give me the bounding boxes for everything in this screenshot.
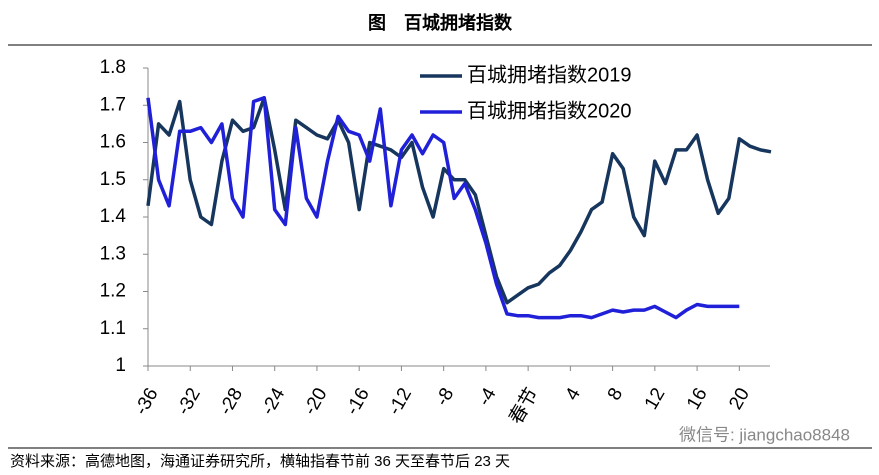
x-tick-label: -8 (432, 385, 459, 410)
y-tick-label: 1.2 (100, 281, 126, 302)
y-tick-label: 1.4 (100, 206, 127, 227)
series-line (146, 96, 772, 305)
y-tick-label: 1.7 (100, 94, 126, 115)
series-line (146, 96, 740, 320)
x-tick-label: 16 (683, 385, 712, 414)
x-tick-label: -32 (173, 385, 205, 419)
x-tick-label: 春节 (505, 384, 543, 428)
x-tick-label: 8 (604, 385, 627, 405)
y-tick-label: 1.8 (100, 57, 126, 78)
x-tick-label: -16 (342, 385, 374, 419)
x-tick-label: 4 (562, 384, 586, 404)
y-tick-label: 1 (115, 355, 126, 376)
x-tick-label: -28 (215, 385, 247, 419)
y-tick-label: 1.3 (100, 243, 126, 264)
x-tick-label: 20 (725, 385, 754, 414)
x-tick-label: -24 (257, 384, 289, 419)
legend-label: 百城拥堵指数2019 (467, 63, 632, 86)
y-tick-label: 1.6 (100, 132, 126, 153)
y-tick-label: 1.5 (100, 169, 126, 190)
x-tick-label: -12 (384, 385, 416, 419)
x-tick-label: -4 (474, 384, 501, 410)
x-tick-label: -20 (300, 385, 332, 419)
source-note: 资料来源：高德地图，海通证券研究所，横轴指春节前 36 天至春节后 23 天 (10, 452, 510, 470)
chart-title: 图 百城拥堵指数 (368, 12, 513, 33)
x-tick-label: -36 (131, 385, 163, 419)
x-tick-label: 12 (641, 385, 670, 414)
watermark: 微信号: jiangchao8848 (679, 425, 850, 444)
legend-label: 百城拥堵指数2020 (467, 99, 632, 122)
y-tick-label: 1.1 (100, 318, 126, 339)
